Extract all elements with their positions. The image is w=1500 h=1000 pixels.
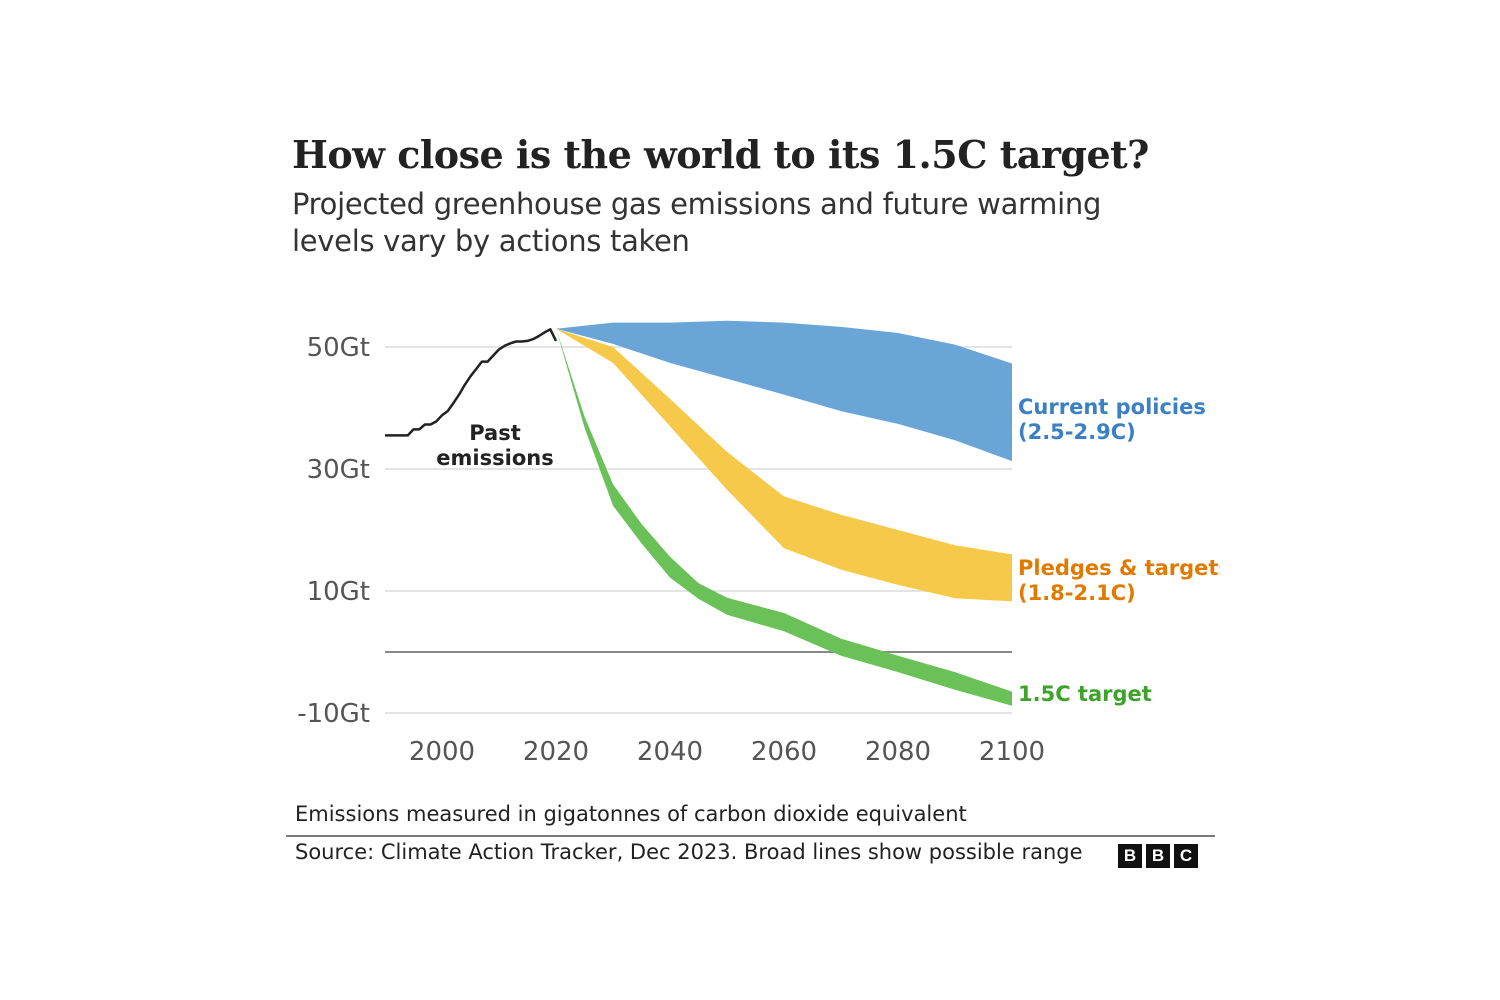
series-label: Pledges & targets (1.8-2.1C) [1018, 556, 1220, 605]
y-tick-label: 50Gt [307, 333, 370, 363]
projection-bands [556, 320, 1012, 706]
x-axis-ticks: 2000 2020 2040 2060 2080 2100 [409, 737, 1045, 767]
bbc-logo-letter: B [1118, 844, 1142, 868]
band-1 [556, 320, 1012, 462]
x-tick-label: 2040 [637, 737, 703, 767]
x-tick-label: 2020 [523, 737, 589, 767]
chart-subtitle: Projected greenhouse gas emissions and f… [292, 187, 1102, 258]
past-emissions-line [385, 328, 558, 437]
y-axis-ticks: -10Gt 10Gt 30Gt 50Gt [297, 333, 370, 729]
emission-lines [385, 328, 558, 437]
series-label: 1.5C target [1018, 682, 1152, 706]
chart-title: How close is the world to its 1.5C targe… [292, 132, 1149, 177]
band-3 [556, 328, 1012, 706]
footer-divider [286, 835, 1215, 837]
y-tick-label: -10Gt [297, 699, 370, 729]
y-tick-label: 10Gt [307, 577, 370, 607]
emissions-chart: -10Gt 10Gt 30Gt 50Gt 2000 2020 2040 2060 2080 21… [297, 320, 1220, 767]
series-labels: Past emissions Current policies (2.5-2.9C) P… [436, 395, 1220, 706]
x-tick-label: 2080 [865, 737, 931, 767]
x-tick-label: 2060 [751, 737, 817, 767]
series-label: Past emissions [436, 421, 553, 470]
units-note: Emissions measured in gigatonnes of carb… [295, 802, 967, 826]
x-tick-label: 2000 [409, 737, 475, 767]
x-tick-label: 2100 [979, 737, 1045, 767]
band-2 [556, 328, 1012, 602]
bbc-logo-letter: B [1146, 844, 1170, 868]
bbc-logo: B B C [1118, 844, 1198, 868]
bbc-logo-letter: C [1174, 844, 1198, 868]
y-tick-label: 30Gt [307, 455, 370, 485]
series-label: Current policies (2.5-2.9C) [1018, 395, 1206, 444]
source-note: Source: Climate Action Tracker, Dec 2023… [295, 840, 1083, 864]
